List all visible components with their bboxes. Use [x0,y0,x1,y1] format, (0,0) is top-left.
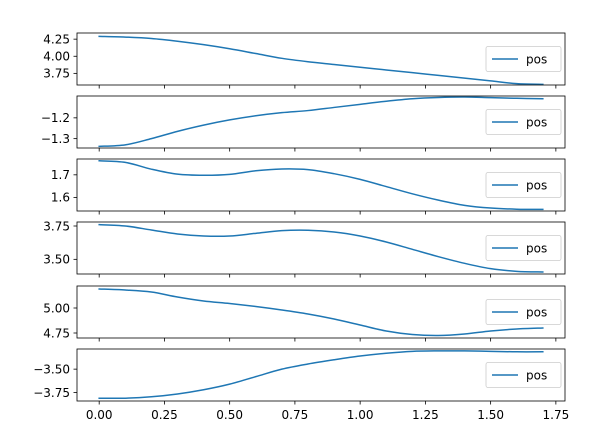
legend-4: pos [485,235,562,261]
y-tick-label: 4.00 [43,50,70,64]
axes-frame-2 [76,95,566,149]
x-tick-label: 1.25 [412,408,439,422]
y-tick-label: −1.2 [41,111,70,125]
legend-5: pos [485,299,562,325]
axes-frame-4 [76,221,566,275]
legend-2: pos [485,109,562,135]
x-tick-label: 0.50 [216,408,243,422]
legend-1: pos [485,46,562,72]
legend-label: pos [526,241,547,255]
legend-box [485,46,562,72]
series-line-pos-3 [98,160,544,211]
subplot-2: −1.3 −1.2 pos [41,95,566,152]
y-tick-label: 3.75 [43,219,70,233]
y-tick-label: 3.75 [43,67,70,81]
legend-label: pos [526,115,547,129]
y-tick-label: 1.6 [51,191,70,205]
x-tick-label: 1.75 [543,408,570,422]
x-tick-label: 0.25 [151,408,178,422]
series-line-pos-6 [98,350,544,400]
legend-6: pos [485,362,562,388]
axes-frame-5 [76,285,566,339]
series-line-pos-5 [98,288,544,337]
subplot-1: 3.75 4.00 4.25 pos [43,32,566,89]
subplot-6: −3.75 −3.50 pos [33,348,566,405]
legend-box [485,172,562,198]
legend-label: pos [526,178,547,192]
axes-frame-1 [76,32,566,86]
legend-box [485,235,562,261]
x-tick-label: 1.50 [477,408,504,422]
axes-frame-6 [76,348,566,402]
series-line-pos-4 [98,223,544,273]
x-tick-label: 0.75 [282,408,309,422]
x-tick-label: 1.00 [347,408,374,422]
legend-box [485,362,562,388]
y-tick-label: 1.7 [51,168,70,182]
series-line-pos-2 [98,96,544,148]
y-tick-label: 5.00 [43,301,70,315]
y-tick-label: 4.75 [43,326,70,340]
subplot-4: 3.50 3.75 pos [43,219,566,278]
axes-frame-3 [76,158,566,212]
y-tick-label: −1.3 [41,132,70,146]
subplot-5: 4.75 5.00 pos [43,285,566,342]
legend-label: pos [526,368,547,382]
y-tick-label: −3.75 [33,386,70,400]
y-tick-label: 3.50 [43,253,70,267]
y-tick-label: −3.50 [33,362,70,376]
legend-box [485,299,562,325]
subplot-3: 1.6 1.7 pos [51,158,566,215]
legend-3: pos [485,172,562,198]
legend-box [485,109,562,135]
series-line-pos-1 [98,35,544,86]
legend-label: pos [526,305,547,319]
y-tick-label: 4.25 [43,32,70,46]
legend-label: pos [526,52,547,66]
x-tick-label: 0.00 [86,408,113,422]
